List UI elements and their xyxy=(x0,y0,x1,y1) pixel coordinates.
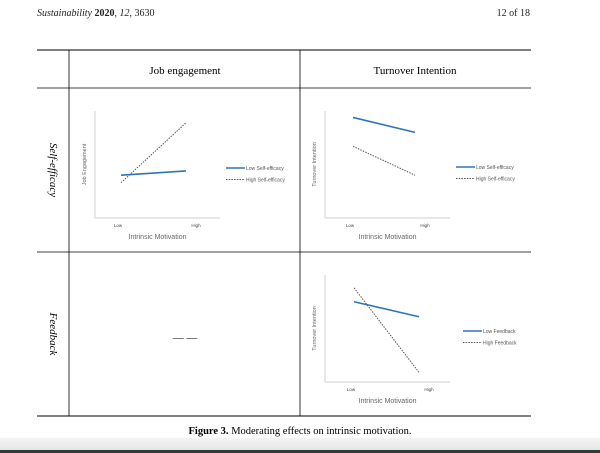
y-axis-label: Turnover Intention xyxy=(312,306,318,350)
x-tick-label: High xyxy=(424,387,434,392)
caption-label: Figure 3. xyxy=(188,426,229,437)
y-axis-label: Job Engagement xyxy=(82,143,88,185)
figure-caption: Figure 3. Moderating effects on intrinsi… xyxy=(0,426,600,437)
series-line-low-self-efficacy xyxy=(120,170,187,176)
x-axis-label: Intrinsic Motivation xyxy=(359,234,417,241)
page-number: 12 of 18 xyxy=(496,8,530,19)
year: 2020 xyxy=(94,8,115,19)
series-line-high-feedback xyxy=(353,287,420,373)
empty-cell-dash: — — xyxy=(172,332,199,344)
column-header-turnover-intention: Turnover Intention xyxy=(373,65,457,77)
x-tick-label: High xyxy=(420,223,430,228)
caption-text: Moderating effects on intrinsic motivati… xyxy=(231,426,412,437)
x-tick-label: Low xyxy=(114,223,123,228)
series-line-high-self-efficacy xyxy=(352,145,416,176)
legend-label: High Self-efficacy xyxy=(476,176,515,182)
viewer-bottom-bar xyxy=(0,438,600,453)
row-header-feedback: Feedback xyxy=(47,312,59,357)
x-axis-label: Intrinsic Motivation xyxy=(129,234,187,241)
x-tick-label: High xyxy=(191,223,201,228)
series-line-low-feedback xyxy=(353,300,420,318)
volume: 12 xyxy=(119,8,130,19)
x-axis-label: Intrinsic Motivation xyxy=(359,398,417,405)
series-line-high-self-efficacy xyxy=(120,122,187,184)
legend-label: Low Self-efficacy xyxy=(476,165,514,171)
article-number: 3630 xyxy=(134,8,155,19)
legend-label: Low Feedback xyxy=(483,329,516,335)
viewer-bottom-edge xyxy=(0,450,600,453)
legend-label: High Self-efficacy xyxy=(246,177,285,183)
running-header: Sustainability 2020, 12, 3630 xyxy=(37,8,155,19)
series-line-low-self-efficacy xyxy=(352,116,416,134)
row-header-self-efficacy: Self-efficacy xyxy=(47,143,59,197)
legend-label: High Feedback xyxy=(483,340,517,346)
y-axis-label: Turnover Intention xyxy=(312,142,318,186)
x-tick-label: Low xyxy=(346,223,355,228)
column-header-job-engagement: Job engagement xyxy=(149,65,220,77)
legend-label: Low Self-efficacy xyxy=(246,166,284,172)
journal-name: Sustainability xyxy=(37,8,92,19)
x-tick-label: Low xyxy=(347,387,356,392)
